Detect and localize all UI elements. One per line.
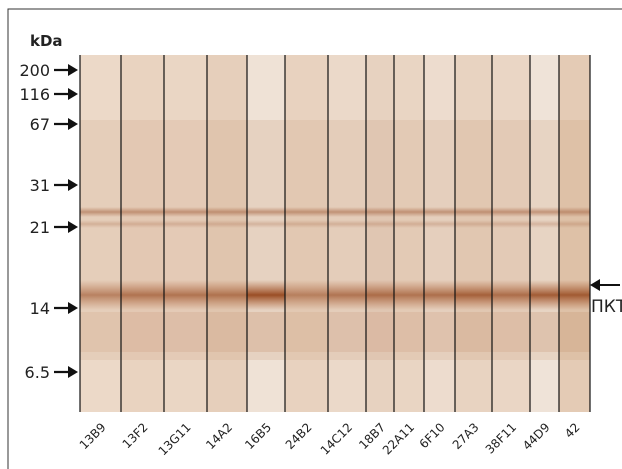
faint-band bbox=[328, 220, 366, 228]
faint-band bbox=[121, 220, 164, 228]
band bbox=[366, 280, 394, 310]
band bbox=[492, 280, 530, 310]
lane-label: 13G11 bbox=[156, 420, 194, 458]
target-label: ПКТ bbox=[591, 297, 622, 317]
band bbox=[247, 280, 285, 310]
lower-smear bbox=[328, 312, 366, 352]
faint-band bbox=[366, 220, 394, 228]
faint-band bbox=[247, 220, 285, 228]
faint-band bbox=[530, 220, 559, 228]
faint-band bbox=[394, 220, 424, 228]
faint-band bbox=[207, 220, 247, 228]
band bbox=[80, 280, 121, 310]
faint-band bbox=[394, 207, 424, 217]
marker-arrowhead bbox=[68, 302, 78, 314]
faint-band bbox=[80, 207, 121, 217]
marker-arrowhead bbox=[68, 88, 78, 100]
band bbox=[394, 280, 424, 310]
lower-smear bbox=[80, 312, 121, 352]
unit-label: kDa bbox=[30, 32, 63, 50]
marker-label: 14 bbox=[30, 299, 50, 318]
band bbox=[164, 280, 207, 310]
faint-band bbox=[207, 207, 247, 217]
lane-label: 6F10 bbox=[417, 420, 448, 451]
lane-label: 27A3 bbox=[450, 420, 482, 452]
band bbox=[207, 280, 247, 310]
marker-label: 21 bbox=[30, 218, 50, 237]
lane-label: 16B5 bbox=[242, 420, 274, 452]
faint-band bbox=[164, 220, 207, 228]
gel bbox=[80, 55, 590, 412]
lane-label: 14C12 bbox=[318, 420, 355, 457]
lane-label: 42 bbox=[562, 420, 583, 441]
marker-arrowhead bbox=[68, 118, 78, 130]
lower-smear bbox=[247, 312, 285, 352]
marker-arrowhead bbox=[68, 179, 78, 191]
faint-band bbox=[328, 207, 366, 217]
marker-label: 67 bbox=[30, 115, 50, 134]
markers: 200 116 67 31 21 14 6.5 bbox=[19, 61, 78, 382]
faint-band bbox=[285, 220, 328, 228]
lane-labels: 13B913F213G1114A216B524B214C1218B722A116… bbox=[77, 420, 583, 458]
faint-band bbox=[424, 207, 455, 217]
faint-band bbox=[121, 207, 164, 217]
lower-smear bbox=[164, 312, 207, 352]
faint-band bbox=[492, 220, 530, 228]
lower-smear bbox=[207, 312, 247, 352]
lane-label: 13F2 bbox=[120, 420, 151, 451]
marker-label: 116 bbox=[19, 85, 50, 104]
faint-band bbox=[492, 207, 530, 217]
faint-band bbox=[80, 220, 121, 228]
faint-band bbox=[455, 207, 492, 217]
marker-label: 6.5 bbox=[25, 363, 50, 382]
band bbox=[285, 280, 328, 310]
marker-arrowhead bbox=[68, 366, 78, 378]
marker-label: 200 bbox=[19, 61, 50, 80]
faint-band bbox=[559, 220, 590, 228]
lower-smear bbox=[121, 312, 164, 352]
lane-label: 14A2 bbox=[203, 420, 235, 452]
faint-band bbox=[366, 207, 394, 217]
target-arrowhead bbox=[590, 279, 600, 291]
band bbox=[328, 280, 366, 310]
lower-smear bbox=[455, 312, 492, 352]
lane-label: 44D9 bbox=[520, 420, 553, 453]
band bbox=[559, 280, 590, 310]
marker-arrowhead bbox=[68, 221, 78, 233]
lane-label: 38F11 bbox=[483, 420, 519, 456]
faint-band bbox=[247, 207, 285, 217]
lower-smear bbox=[492, 312, 530, 352]
band bbox=[530, 280, 559, 310]
lower-smear bbox=[424, 312, 455, 352]
faint-band bbox=[424, 220, 455, 228]
band bbox=[121, 280, 164, 310]
lower-smear bbox=[285, 312, 328, 352]
lane-label: 24B2 bbox=[283, 420, 315, 452]
lower-smear bbox=[530, 312, 559, 352]
faint-band bbox=[530, 207, 559, 217]
blot-figure: kDa 200116673121146.5 13B913F213G1114A21… bbox=[0, 0, 622, 469]
lower-smear bbox=[559, 312, 590, 352]
lane-label: 13B9 bbox=[77, 420, 109, 452]
faint-band bbox=[559, 207, 590, 217]
faint-band bbox=[455, 220, 492, 228]
faint-band bbox=[164, 207, 207, 217]
marker-label: 31 bbox=[30, 176, 50, 195]
lower-smear bbox=[394, 312, 424, 352]
lower-smear bbox=[366, 312, 394, 352]
band bbox=[455, 280, 492, 310]
lane-label: 22A11 bbox=[380, 420, 417, 457]
band bbox=[424, 280, 455, 310]
faint-band bbox=[285, 207, 328, 217]
marker-arrowhead bbox=[68, 64, 78, 76]
